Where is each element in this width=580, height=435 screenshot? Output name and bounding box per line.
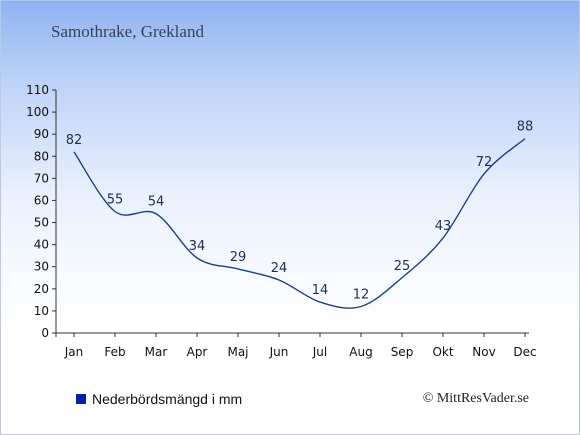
data-label-Dec: 88 bbox=[517, 120, 534, 135]
y-tick-label-90: 90 bbox=[34, 127, 49, 141]
copyright-notice: © MittResVader.se bbox=[422, 391, 529, 406]
legend: Nederbördsmängd i mm bbox=[76, 391, 242, 407]
data-label-Mar: 54 bbox=[148, 195, 165, 210]
y-tick-label-60: 60 bbox=[34, 193, 49, 207]
data-label-Aug: 12 bbox=[353, 287, 370, 302]
x-tick-label-Sep: Sep bbox=[391, 345, 414, 359]
x-tick-label-Feb: Feb bbox=[104, 345, 125, 359]
data-label-Jan: 82 bbox=[66, 133, 83, 148]
data-label-Jul: 14 bbox=[312, 283, 329, 298]
x-tick-label-Apr: Apr bbox=[187, 345, 208, 359]
y-tick-label-30: 30 bbox=[34, 260, 49, 274]
y-tick-label-110: 110 bbox=[26, 83, 49, 97]
y-tick-label-70: 70 bbox=[34, 171, 49, 185]
data-label-Feb: 55 bbox=[107, 193, 124, 208]
ticks: 0 10 20 30 40 50 60 70 80 90 100 110 Jan Feb Mar Apr Maj… bbox=[26, 83, 537, 359]
y-tick-label-40: 40 bbox=[34, 238, 49, 252]
data-label-Sep: 25 bbox=[394, 259, 411, 274]
x-tick-label-Aug: Aug bbox=[349, 345, 372, 359]
y-tick-label-0: 0 bbox=[41, 326, 49, 340]
legend-swatch bbox=[76, 394, 86, 404]
precipitation-series-line bbox=[73, 138, 526, 309]
data-label-Maj: 29 bbox=[230, 250, 247, 265]
x-tick-label-Jul: Jul bbox=[312, 345, 327, 359]
x-tick-label-Jun: Jun bbox=[269, 345, 289, 359]
x-tick-label-Jan: Jan bbox=[64, 345, 84, 359]
x-tick-label-Mar: Mar bbox=[145, 345, 168, 359]
data-label-Okt: 43 bbox=[435, 219, 452, 234]
data-label-Apr: 34 bbox=[189, 239, 206, 254]
y-tick-label-20: 20 bbox=[34, 282, 49, 296]
location-subtitle: Samothrake, Grekland bbox=[51, 22, 204, 41]
y-tick-label-80: 80 bbox=[34, 149, 49, 163]
y-tick-label-10: 10 bbox=[34, 304, 49, 318]
legend-label: Nederbördsmängd i mm bbox=[92, 391, 243, 407]
data-labels: 82 55 54 34 29 24 14 12 25 43 72 88 bbox=[66, 120, 534, 303]
x-tick-label-Dec: Dec bbox=[513, 345, 536, 359]
x-tick-label-Nov: Nov bbox=[472, 345, 495, 359]
x-tick-label-Okt: Okt bbox=[432, 345, 453, 359]
data-label-Jun: 24 bbox=[271, 261, 288, 276]
data-label-Nov: 72 bbox=[476, 155, 493, 170]
x-tick-label-Maj: Maj bbox=[227, 345, 248, 359]
y-tick-label-50: 50 bbox=[34, 216, 49, 230]
axes bbox=[52, 90, 529, 337]
y-tick-label-100: 100 bbox=[26, 105, 49, 119]
